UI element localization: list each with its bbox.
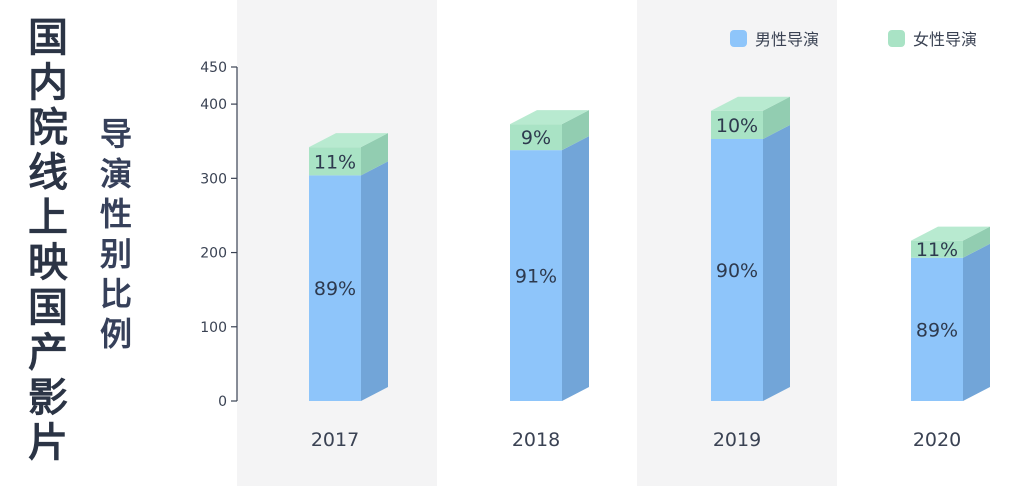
y-tick-label: 200: [200, 246, 227, 262]
y-tick-label: 100: [200, 320, 227, 336]
labels-group: 89% 11% 2017 91% 9% 2018 90% 10% 2019 89% 11% 2020: [311, 115, 961, 451]
data-label-female: 11%: [916, 239, 958, 261]
legend-swatch-female: [888, 29, 905, 47]
title-char: 院: [28, 105, 68, 151]
y-tick-label: 0: [218, 394, 227, 410]
data-label-male: 91%: [515, 266, 557, 288]
bar-top-female: [911, 226, 990, 241]
data-label-female: 10%: [716, 115, 758, 137]
bars-group: [309, 96, 990, 402]
title-char: 国: [28, 285, 68, 331]
title-char: 线: [28, 150, 68, 196]
bar-side-male: [963, 243, 990, 401]
chart-subtitle: 导演性别比例: [100, 118, 132, 358]
legend-swatch-male: [730, 29, 747, 47]
legend-item-female: 女性导演: [888, 26, 977, 50]
bar-male: [711, 138, 763, 402]
data-label-male: 89%: [314, 278, 356, 300]
subtitle-char: 导: [100, 115, 133, 153]
subtitle-char: 演: [100, 155, 133, 193]
bar-male: [309, 175, 361, 401]
bar-top-female: [510, 110, 589, 125]
bar-side-female: [361, 133, 388, 176]
x-tick-label: 2019: [713, 429, 761, 451]
bar-side-male: [562, 136, 589, 401]
title-char: 国: [28, 15, 68, 61]
bar-side-female: [562, 110, 589, 151]
bar-side-female: [763, 96, 790, 139]
legend-label-male: 男性导演: [755, 30, 820, 49]
chart-title: 国内院线上映国产影片: [28, 18, 68, 468]
x-tick-label: 2020: [913, 429, 961, 451]
bar-side-male: [361, 161, 388, 401]
y-axis: 0 100 200 300 400 450: [200, 60, 238, 410]
title-char: 影: [28, 375, 68, 421]
bar-top-female: [711, 96, 790, 111]
title-char: 内: [28, 60, 68, 106]
legend-item-male: 男性导演: [730, 26, 819, 50]
x-tick-label: 2017: [311, 429, 359, 451]
title-char: 上: [28, 195, 68, 241]
y-tick-label: 400: [200, 97, 227, 113]
title-char: 映: [28, 240, 68, 286]
data-label-female: 9%: [521, 127, 551, 149]
bar-female: [510, 124, 562, 151]
data-label-female: 11%: [314, 151, 356, 173]
subtitle-char: 比: [100, 275, 133, 313]
bar-male: [911, 257, 963, 401]
y-tick-label: 300: [200, 171, 227, 187]
subtitle-char: 性: [100, 195, 133, 233]
legend-label-female: 女性导演: [913, 30, 978, 49]
bar-side-male: [763, 124, 790, 402]
data-label-male: 89%: [916, 319, 958, 341]
bar-male: [510, 150, 562, 401]
title-char: 产: [28, 330, 68, 376]
data-label-male: 90%: [716, 260, 758, 282]
bar-side-female: [963, 226, 990, 258]
title-char: 片: [28, 420, 68, 466]
bar-female: [309, 147, 361, 176]
subtitle-char: 例: [100, 315, 133, 353]
bar-female: [911, 240, 963, 258]
bar-top-female: [309, 133, 388, 148]
x-tick-label: 2018: [512, 429, 560, 451]
bar-female: [711, 110, 763, 139]
subtitle-char: 别: [100, 235, 133, 273]
y-tick-label: 450: [200, 60, 227, 76]
